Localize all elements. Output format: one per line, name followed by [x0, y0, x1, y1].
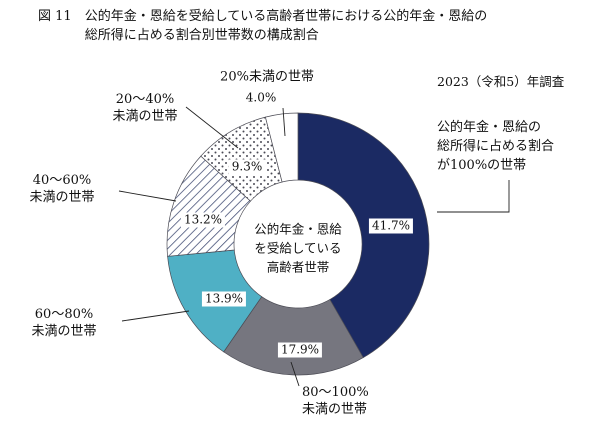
leader-line-20-40 — [185, 106, 239, 149]
leader-line-100 — [437, 180, 510, 213]
callout-20-40-line1: 20〜40% — [115, 92, 175, 107]
leader-lines — [118, 106, 510, 387]
callout-under-20: 20%未満の世帯 — [220, 69, 314, 86]
callout-20-40-line2: 未満の世帯 — [112, 109, 178, 124]
figure-number: 図 11 — [38, 9, 72, 24]
callout-80-100-line2: 未満の世帯 — [302, 402, 368, 417]
center-label-line2: を受給している — [254, 240, 342, 256]
value-label-60-80: 13.9% — [201, 291, 247, 307]
leader-line-under20 — [282, 107, 286, 137]
value-label-80-100: 17.9% — [277, 342, 323, 358]
callout-40-60: 40〜60% 未満の世帯 — [29, 172, 94, 206]
donut-center-label: 公的年金・恩給 を受給している 高齢者世帯 — [254, 220, 342, 277]
callout-100-line2: 総所得に占める割合 — [437, 139, 555, 154]
callout-under-20-text: 20%未満の世帯 — [220, 69, 314, 85]
figure-title-text: 公的年金・恩給を受給している高齢者世帯における公的年金・恩給の 総所得に占める割… — [85, 7, 488, 45]
callout-60-80: 60〜80% 未満の世帯 — [31, 306, 96, 340]
value-label-40-60: 13.2% — [180, 212, 226, 228]
callout-40-60-line1: 40〜60% — [32, 173, 92, 188]
pie-segment-0 — [297, 112, 430, 359]
leader-line-40-60 — [118, 190, 177, 202]
value-label-100: 41.7% — [368, 218, 414, 234]
callout-80-100: 80〜100% 未満の世帯 — [302, 384, 369, 418]
callout-40-60-line2: 未満の世帯 — [29, 190, 95, 205]
callout-60-80-line2: 未満の世帯 — [31, 324, 97, 339]
pie-segment-5 — [264, 112, 299, 183]
center-label-line3: 高齢者世帯 — [266, 259, 330, 275]
callout-20-40: 20〜40% 未満の世帯 — [112, 91, 177, 125]
callout-100-line1: 公的年金・恩給の — [437, 120, 542, 135]
figure-title-line1: 公的年金・恩給を受給している高齢者世帯における公的年金・恩給の — [84, 9, 488, 24]
leader-line-80-100 — [290, 361, 300, 387]
figure-title: 図 11 公的年金・恩給を受給している高齢者世帯における公的年金・恩給の 総所得… — [38, 7, 487, 45]
callout-100: 公的年金・恩給の 総所得に占める割合 が100%の世帯 — [437, 118, 554, 175]
survey-year-note: 2023（令和5）年調査 — [437, 74, 565, 89]
figure-title-line2: 総所得に占める割合別世帯数の構成割合 — [84, 28, 319, 43]
callout-60-80-line1: 60〜80% — [34, 307, 94, 322]
pie-segment-1 — [223, 296, 364, 376]
center-label-line1: 公的年金・恩給 — [254, 221, 342, 237]
value-label-under-20: 4.0% — [245, 90, 277, 105]
callout-80-100-line1: 80〜100% — [302, 385, 369, 400]
leader-line-60-80 — [121, 310, 190, 322]
pie-segments — [166, 112, 430, 376]
callout-100-line3: が100%の世帯 — [437, 158, 527, 173]
value-label-20-40: 9.3% — [228, 159, 266, 175]
